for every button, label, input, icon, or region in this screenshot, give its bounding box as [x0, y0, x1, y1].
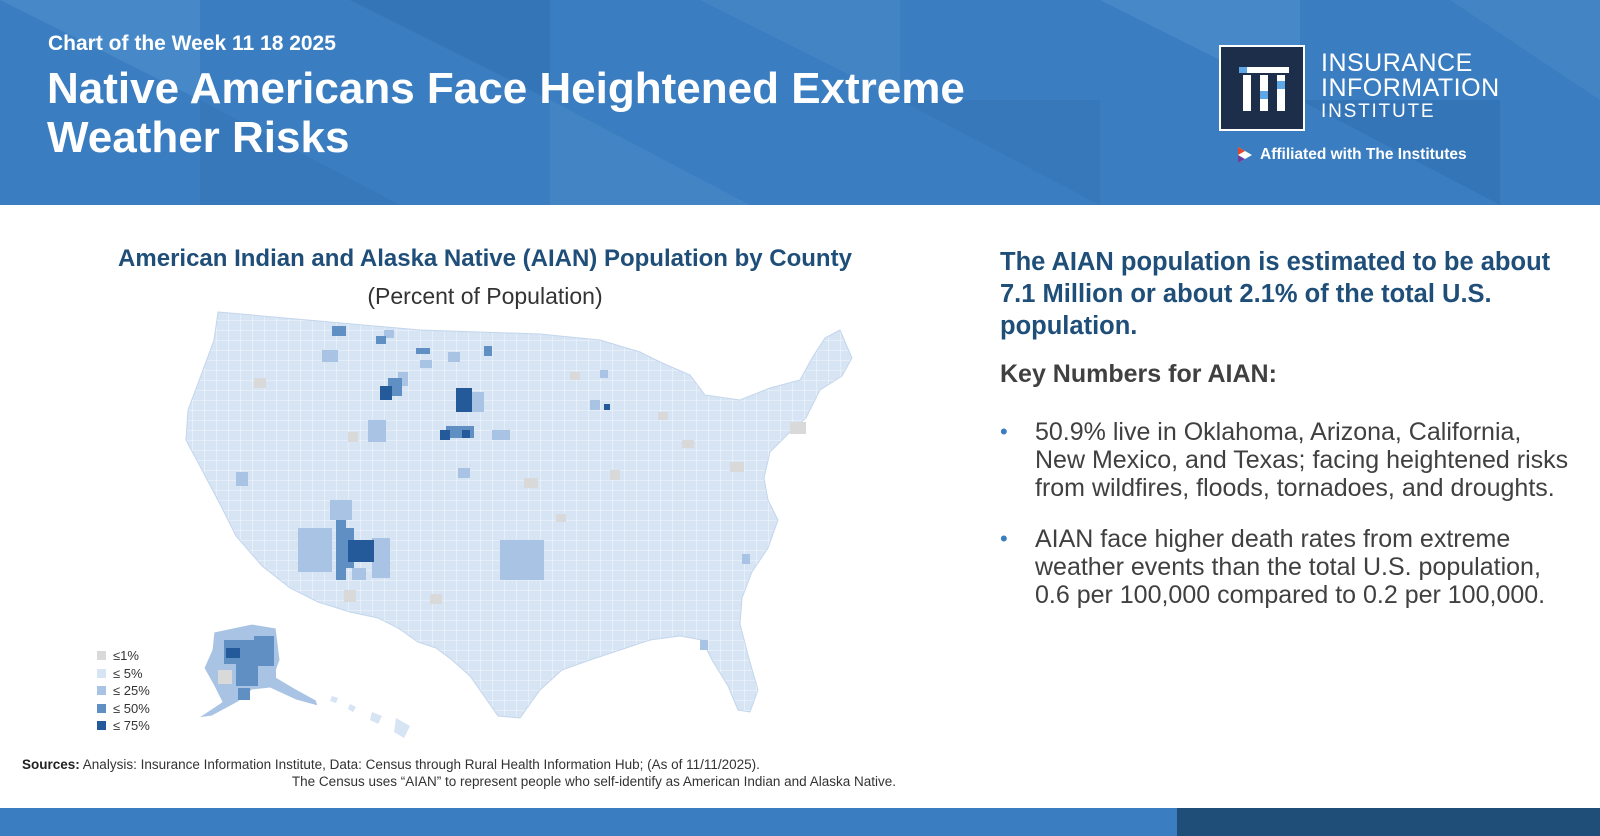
map-legend: ≤1% ≤ 5% ≤ 25% ≤ 50% ≤ 75%: [97, 647, 150, 735]
contiguous-us: [185, 311, 853, 719]
page-title: Native Americans Face Heightened Extreme…: [47, 64, 965, 162]
map-title: American Indian and Alaska Native (AIAN)…: [118, 245, 852, 272]
institutes-triangle-icon: [1238, 147, 1252, 163]
key-numbers-list: • 50.9% live in Oklahoma, Arizona, Calif…: [1000, 418, 1570, 632]
legend-label: ≤1%: [113, 648, 139, 664]
legend-swatch: [97, 668, 106, 678]
sources-label: Sources:: [22, 757, 80, 772]
very-high-share-counties: [226, 386, 610, 658]
legend-label: ≤ 5%: [113, 665, 143, 681]
kicker-text: Chart of the Week 11 18 2025: [48, 32, 336, 55]
moderate-share-counties: [236, 330, 750, 680]
map-subtitle: (Percent of Population): [367, 283, 603, 309]
legend-item: ≤ 50%: [97, 700, 150, 718]
hawaii: [330, 696, 410, 738]
legend-item: ≤ 25%: [97, 682, 150, 700]
footer-accent: [1177, 808, 1600, 836]
legend-item: ≤ 5%: [97, 665, 150, 683]
bullet-icon: •: [1000, 419, 1008, 444]
sources-line-2: The Census uses “AIAN” to represent peop…: [291, 774, 896, 789]
logo-line-3: INSTITUTE: [1321, 101, 1436, 122]
key-numbers-heading: Key Numbers for AIAN:: [1000, 360, 1277, 388]
legend-label: ≤ 25%: [113, 683, 150, 699]
legend-item: ≤ 75%: [97, 717, 150, 735]
population-stat: The AIAN population is estimated to be a…: [1000, 248, 1551, 340]
affiliation-text: Affiliated with The Institutes: [1260, 146, 1467, 163]
bullet-text: 50.9% live in Oklahoma, Arizona, Califor…: [1035, 418, 1569, 502]
logo-mark-icon: [1239, 67, 1289, 111]
legend-item: ≤1%: [97, 647, 150, 665]
logo-wordmark: INSURANCE INFORMATION INSTITUTE: [1321, 49, 1500, 123]
bullet-text: AIAN face higher death rates from extrem…: [1035, 525, 1546, 609]
list-item: • AIAN face higher death rates from extr…: [1000, 525, 1570, 609]
header-pattern: [0, 0, 1600, 205]
legend-swatch: [97, 651, 106, 661]
legend-swatch: [97, 721, 106, 731]
sources-note: Sources: Analysis: Insurance Information…: [22, 756, 896, 790]
iii-logo: [1219, 45, 1305, 131]
low-share-counties: [218, 372, 806, 684]
legend-label: ≤ 75%: [113, 718, 150, 734]
legend-swatch: [97, 686, 106, 696]
header-banner: Chart of the Week 11 18 2025 Native Amer…: [0, 0, 1600, 205]
sources-line-1: Analysis: Insurance Information Institut…: [82, 757, 760, 772]
logo-line-2: INFORMATION: [1321, 74, 1500, 102]
bullet-icon: •: [1000, 526, 1008, 551]
legend-label: ≤ 50%: [113, 700, 150, 716]
list-item: • 50.9% live in Oklahoma, Arizona, Calif…: [1000, 418, 1570, 502]
legend-swatch: [97, 703, 106, 713]
logo-line-1: INSURANCE: [1321, 49, 1473, 77]
county-choropleth-map: [185, 311, 853, 738]
